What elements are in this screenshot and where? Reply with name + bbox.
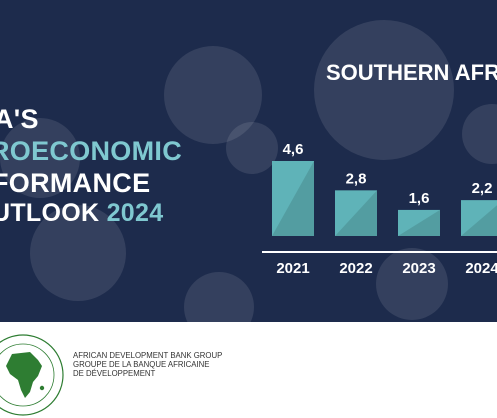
bar-2022	[335, 190, 377, 236]
decor-circle	[164, 46, 262, 144]
bar-shading-2024	[461, 205, 497, 236]
decor-circle	[0, 118, 80, 198]
value-label-2024: 2,2	[472, 180, 493, 197]
bar-2023	[398, 209, 440, 236]
decor-circle	[376, 248, 448, 320]
africa-map-logo-icon	[0, 334, 64, 416]
decor-circle	[314, 20, 454, 160]
bar-2021	[272, 161, 314, 236]
org-name-french-2: DE DÉVELOPPEMENT	[73, 369, 156, 378]
bar-shading-2022	[335, 190, 377, 236]
value-label-2021: 4,6	[283, 141, 304, 158]
title-line-4-text: UTLOOK	[0, 199, 100, 227]
bar-shading-2023	[398, 209, 440, 236]
title-year: 2024	[106, 199, 164, 227]
value-label-2023: 1,6	[409, 190, 430, 207]
org-name-english: AFRICAN DEVELOPMENT BANK GROUP	[73, 351, 223, 360]
title-line-2: ROECONOMIC	[0, 136, 182, 166]
category-label-2021: 2021	[276, 260, 309, 277]
org-name-french-1: GROUPE DE LA BANQUE AFRICAINE	[73, 360, 210, 369]
chart-panel: SOUTHERN AFR A'S ROECONOMIC FORMANCE UTL…	[0, 0, 497, 322]
region-label: SOUTHERN AFR	[326, 60, 497, 85]
title-line-3: FORMANCE	[0, 168, 151, 198]
title-line-1: A'S	[0, 104, 39, 134]
bar-chart: 4,6 2021 2,8 2022 1,6 2023 2,2 2024	[262, 141, 497, 277]
category-label-2022: 2022	[339, 260, 372, 277]
decor-circle	[184, 272, 254, 322]
title-line-4: UTLOOK 2024	[0, 201, 163, 226]
decor-circle	[226, 122, 278, 174]
category-label-2023: 2023	[402, 260, 435, 277]
value-label-2022: 2,8	[346, 170, 367, 187]
category-label-2024: 2024	[465, 260, 497, 277]
bar-2024	[461, 200, 497, 236]
decor-circle	[30, 205, 126, 301]
bar-shading-2021	[272, 161, 314, 236]
